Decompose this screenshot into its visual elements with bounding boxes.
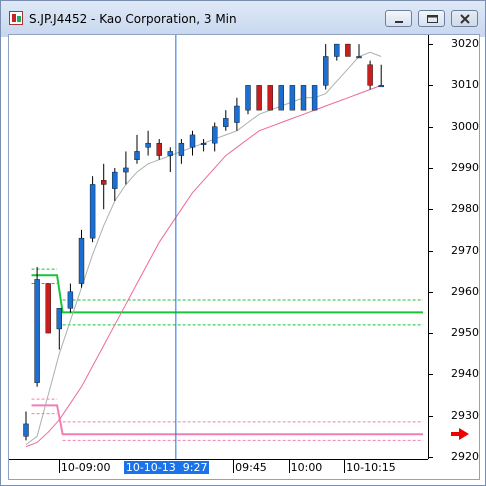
candle-up xyxy=(67,291,74,309)
candle-down xyxy=(100,180,107,185)
time-axis-tick xyxy=(288,459,290,473)
candle-up xyxy=(34,279,40,383)
time-axis-label: 10-10:15 xyxy=(346,461,396,474)
candle-up xyxy=(23,423,29,437)
candle-up xyxy=(245,85,251,111)
candle-up xyxy=(178,142,185,156)
close-icon xyxy=(460,14,470,24)
candle-up xyxy=(167,151,174,156)
candle-up xyxy=(223,118,229,127)
chart-app-icon xyxy=(9,11,23,25)
price-axis-tick xyxy=(428,333,433,335)
candle-down xyxy=(345,43,351,57)
candle-up xyxy=(278,85,284,111)
candle-up xyxy=(300,85,307,111)
candle-up xyxy=(311,85,318,111)
price-axis-label: 2970 xyxy=(451,243,479,257)
candle-up xyxy=(145,142,151,148)
candle-up xyxy=(189,134,196,148)
candle-up xyxy=(78,237,85,284)
maximize-button[interactable] xyxy=(418,10,445,27)
price-axis-tick xyxy=(428,374,433,376)
candle-down xyxy=(156,142,162,156)
candle-up xyxy=(234,105,240,123)
candle-up xyxy=(334,43,340,57)
time-axis-tick xyxy=(233,459,235,473)
time-axis-tick xyxy=(344,459,346,473)
candle-down xyxy=(45,283,51,334)
time-axis-tick xyxy=(58,459,60,473)
price-axis-tick xyxy=(428,44,433,46)
close-button[interactable] xyxy=(451,10,478,27)
candle-up xyxy=(211,126,218,144)
candle-down xyxy=(367,64,373,86)
time-axis-line xyxy=(9,459,428,460)
price-axis-label: 2960 xyxy=(451,284,479,298)
price-axis-label: 2920 xyxy=(451,449,479,463)
moving-average-slow xyxy=(25,84,382,448)
price-axis-tick xyxy=(428,167,433,169)
candle-up xyxy=(378,85,384,88)
candle-up xyxy=(89,184,96,239)
price-axis-label: 3020 xyxy=(451,37,479,51)
minimize-button[interactable] xyxy=(385,10,412,27)
price-axis-label: 2940 xyxy=(451,367,479,381)
candlestick-chart[interactable] xyxy=(9,35,428,459)
time-axis-label: 09:45 xyxy=(235,461,267,474)
price-axis-line xyxy=(428,35,429,459)
candle-up xyxy=(112,171,118,189)
price-axis-tick xyxy=(428,85,433,87)
candle-up xyxy=(134,151,140,160)
price-axis-tick xyxy=(428,415,433,417)
candle-up xyxy=(56,308,62,330)
cursor-time-label: 10-10-13 9:27 xyxy=(123,461,210,474)
price-axis-label: 3000 xyxy=(451,119,479,133)
chart-client-area[interactable]: 2920 2930 2940 2950 2960 2970 2980 2990 3000 3010… xyxy=(8,34,480,480)
scroll-right-arrow-icon[interactable] xyxy=(451,428,469,440)
candle-up xyxy=(289,85,296,111)
price-axis-tick xyxy=(428,456,433,458)
title-bar[interactable]: S.JP.J4452 - Kao Corporation, 3 Min xyxy=(1,1,485,37)
price-axis-label: 2980 xyxy=(451,202,479,216)
time-axis-label: 10:00 xyxy=(290,461,323,474)
candle-down xyxy=(267,85,273,111)
price-axis-tick xyxy=(428,291,433,293)
price-axis-tick xyxy=(428,209,433,211)
price-axis-tick xyxy=(428,126,433,128)
price-axis-label: 3010 xyxy=(451,78,479,92)
minimize-icon xyxy=(395,21,403,23)
maximize-icon xyxy=(427,15,438,23)
time-axis-label: 10-09:00 xyxy=(60,461,111,474)
candle-up xyxy=(323,56,329,86)
pink-level-mid-line xyxy=(31,404,423,436)
candle-up xyxy=(356,56,362,59)
green-level-mid-line xyxy=(31,274,423,314)
window-title: S.JP.J4452 - Kao Corporation, 3 Min xyxy=(29,12,237,26)
plot-area[interactable] xyxy=(9,35,428,459)
candle-up xyxy=(200,142,207,145)
candle-down xyxy=(256,85,262,111)
price-axis-label: 2950 xyxy=(451,326,479,340)
price-axis-label: 2930 xyxy=(451,408,479,422)
candle-up xyxy=(123,167,129,173)
price-axis-tick xyxy=(428,250,433,252)
price-axis-label: 2990 xyxy=(451,160,479,174)
